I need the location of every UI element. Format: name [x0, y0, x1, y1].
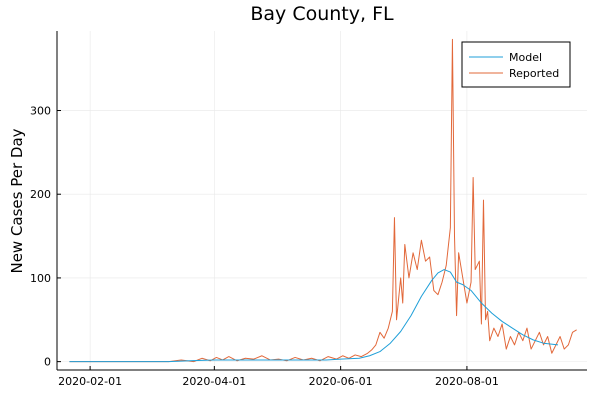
series-lines — [69, 38, 577, 363]
y-tick-label-2: 200 — [30, 188, 51, 201]
y-axis-label: New Cases Per Day — [8, 128, 26, 273]
y-tick-label-3: 300 — [30, 105, 51, 118]
x-tick-label-1: 2020-04-01 — [182, 375, 246, 388]
tick-labels: 2020-02-01 2020-04-01 2020-06-01 2020-08-01… — [30, 105, 499, 388]
axes — [56, 31, 587, 371]
legend: Model Reported — [461, 41, 571, 88]
series-line-reported — [69, 38, 577, 363]
series-line-model — [69, 269, 559, 363]
legend-label-reported: Reported — [509, 67, 559, 80]
x-tick-label-2: 2020-06-01 — [309, 375, 373, 388]
legend-label-model: Model — [509, 51, 542, 64]
legend-box — [461, 41, 571, 88]
y-tick-label-1: 100 — [30, 272, 51, 285]
y-tick-label-0: 0 — [44, 356, 51, 369]
chart-title: Bay County, FL — [250, 3, 394, 25]
x-tick-label-3: 2020-08-01 — [435, 375, 499, 388]
x-tick-label-0: 2020-02-01 — [58, 375, 122, 388]
